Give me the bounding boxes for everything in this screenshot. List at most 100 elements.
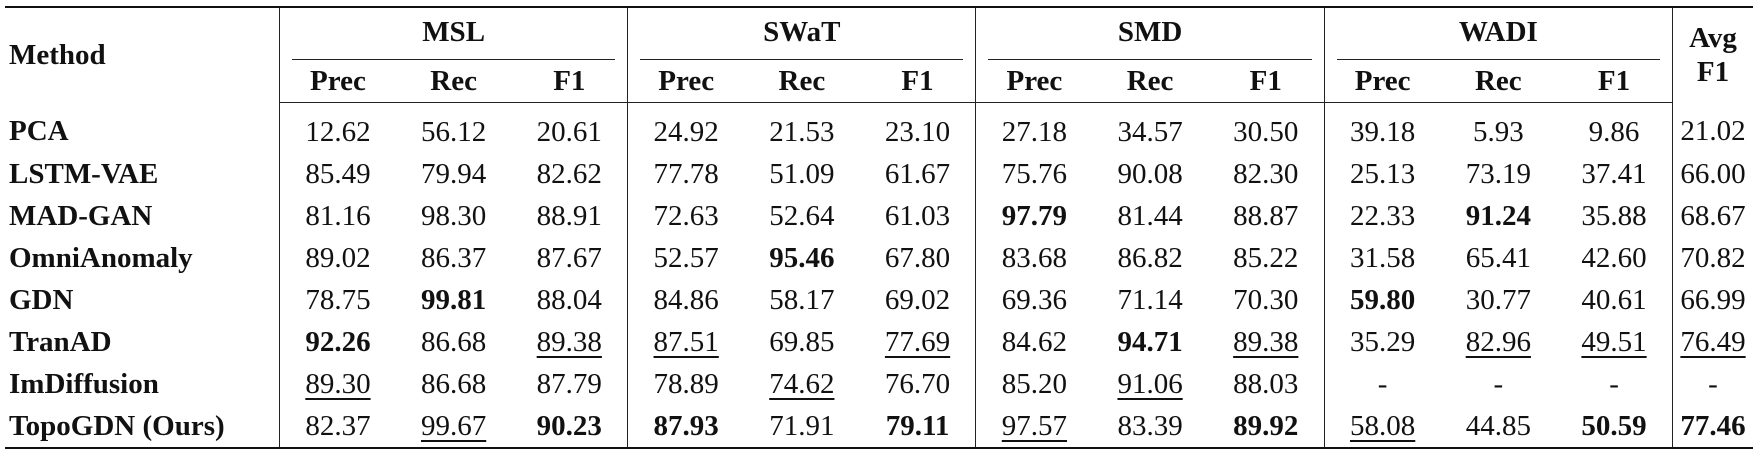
value-text: 27.18	[1001, 115, 1068, 148]
value-cell: 81.16	[278, 195, 396, 237]
value-cell: 82.96	[1441, 321, 1556, 363]
value-cell: -	[1672, 363, 1753, 405]
value-cell: 86.82	[1092, 237, 1207, 279]
table-row: MAD-GAN 81.16 98.30 88.91 72.63 52.64 61.03 97.…	[5, 195, 1753, 237]
value-text: 68.67	[1680, 199, 1746, 232]
value-cell: 42.60	[1556, 237, 1672, 279]
value-cell: 21.53	[744, 103, 859, 154]
value-cell: 39.18	[1323, 102, 1441, 153]
value-text: 75.76	[1001, 157, 1068, 190]
value-cell: 56.12	[396, 103, 511, 154]
value-cell: 85.20	[975, 363, 1093, 405]
metric-header: Prec	[627, 60, 745, 103]
value-text: 86.68	[420, 367, 487, 400]
value-cell: 81.44	[1092, 195, 1207, 237]
value-text: 89.02	[305, 241, 371, 274]
method-cell: PCA	[9, 115, 69, 148]
value-cell: 87.67	[511, 237, 627, 279]
value-text: 86.68	[420, 325, 487, 358]
value-text: 76.70	[884, 367, 951, 400]
metric-header: F1	[859, 60, 976, 103]
value-cell: 25.13	[1323, 153, 1441, 195]
value-text: 97.57	[1001, 409, 1068, 442]
value-cell: 37.41	[1556, 153, 1672, 195]
value-text: 67.80	[884, 241, 951, 274]
value-text: 9.86	[1588, 115, 1640, 148]
value-text: 66.99	[1680, 283, 1746, 316]
value-cell: 90.08	[1092, 153, 1207, 195]
table-head: Method MSL SWaT SMD WADI Avg F1 Prec Rec F1 Pre…	[5, 6, 1753, 103]
method-cell: TranAD	[9, 325, 112, 358]
value-text: 35.29	[1350, 325, 1416, 358]
value-cell: 58.08	[1323, 405, 1441, 449]
value-text: 85.20	[1001, 367, 1068, 400]
value-text: 52.57	[653, 241, 719, 274]
method-cell: GDN	[9, 283, 74, 316]
value-cell: 35.88	[1556, 195, 1672, 237]
value-text: 56.12	[420, 115, 487, 148]
value-cell: 83.68	[975, 237, 1093, 279]
value-cell: 88.03	[1208, 363, 1324, 405]
value-cell: 91.24	[1441, 195, 1556, 237]
value-text: 78.89	[653, 367, 719, 400]
value-cell: 76.49	[1672, 321, 1753, 363]
value-text: 24.92	[653, 115, 719, 148]
value-text: 37.41	[1581, 157, 1647, 190]
value-text: 52.64	[769, 199, 835, 232]
value-text: 23.10	[884, 115, 951, 148]
value-text: 81.16	[305, 199, 371, 232]
value-cell: 5.93	[1441, 103, 1556, 154]
value-text: 89.38	[536, 325, 602, 358]
method-header: Method	[5, 6, 280, 103]
value-cell: 87.79	[511, 363, 627, 405]
value-text: 30.50	[1233, 115, 1299, 148]
value-text: -	[1609, 367, 1619, 400]
value-text: 77.69	[884, 325, 951, 358]
value-text: 79.94	[420, 157, 487, 190]
metric-header: Rec	[1092, 60, 1208, 103]
value-cell: 27.18	[975, 102, 1093, 153]
value-cell: 69.85	[744, 321, 859, 363]
value-cell: 89.38	[511, 321, 627, 363]
value-text: 58.08	[1350, 409, 1416, 442]
value-text: 65.41	[1465, 241, 1531, 274]
value-cell: 69.02	[860, 279, 976, 321]
value-cell: -	[1441, 363, 1556, 405]
value-text: 83.68	[1001, 241, 1068, 274]
value-cell: 52.64	[744, 195, 859, 237]
method-cell: LSTM-VAE	[9, 157, 159, 190]
value-text: 83.39	[1117, 409, 1183, 442]
value-text: 77.46	[1680, 409, 1746, 442]
value-text: 73.19	[1465, 157, 1531, 190]
group-label: SWaT	[640, 8, 964, 60]
value-cell: 86.68	[396, 363, 511, 405]
value-cell: 95.46	[744, 237, 859, 279]
results-table: Method MSL SWaT SMD WADI Avg F1 Prec Rec F1 Pre…	[5, 6, 1753, 449]
value-cell: 35.29	[1323, 321, 1441, 363]
value-text: -	[1493, 367, 1504, 400]
value-text: 82.62	[536, 157, 602, 190]
value-text: 31.58	[1350, 241, 1416, 274]
value-text: 94.71	[1117, 325, 1183, 358]
value-cell: 99.81	[396, 279, 511, 321]
value-text: 99.67	[420, 409, 487, 442]
value-text: 86.37	[420, 241, 487, 274]
value-text: 71.14	[1117, 283, 1183, 316]
value-text: 66.00	[1680, 157, 1746, 190]
value-text: 87.67	[536, 241, 602, 274]
value-cell: 21.02	[1672, 102, 1753, 153]
value-text: 69.02	[884, 283, 951, 316]
group-label: WADI	[1336, 8, 1660, 60]
group-label: MSL	[292, 8, 616, 60]
value-cell: 70.82	[1672, 237, 1753, 279]
value-text: 92.26	[305, 325, 371, 358]
value-cell: 98.30	[396, 195, 511, 237]
value-text: 87.79	[536, 367, 602, 400]
group-header: WADI	[1323, 6, 1673, 60]
value-text: 82.30	[1233, 157, 1299, 190]
value-text: 74.62	[769, 367, 835, 400]
value-cell: 89.30	[278, 363, 396, 405]
value-text: 21.53	[769, 115, 835, 148]
value-cell: 75.76	[975, 153, 1093, 195]
metric-header: Rec	[395, 60, 512, 103]
